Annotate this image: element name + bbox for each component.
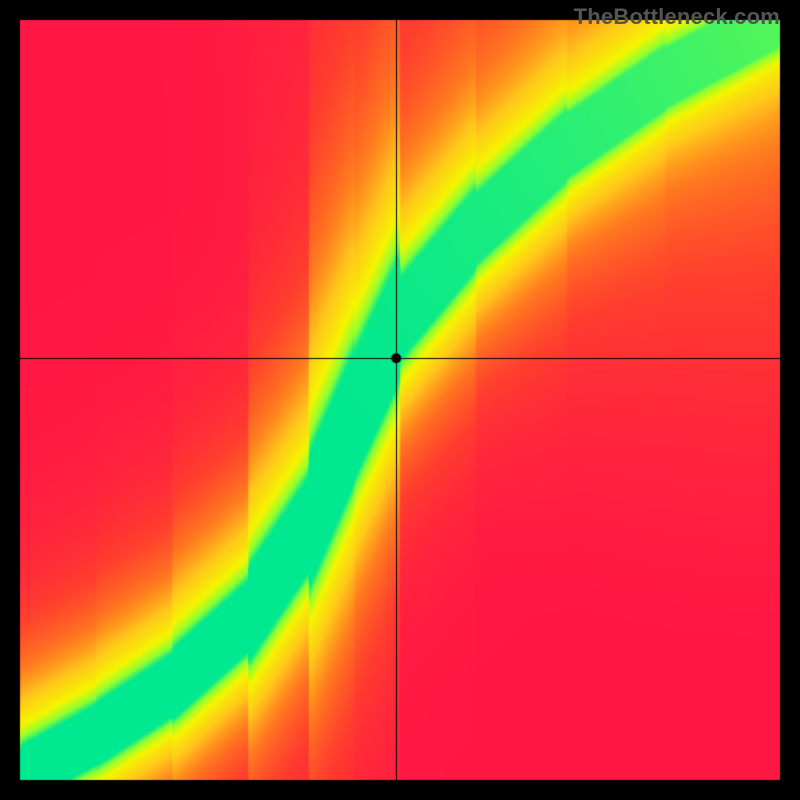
heatmap-canvas — [0, 0, 800, 800]
watermark-text: TheBottleneck.com — [574, 4, 780, 30]
bottleneck-heatmap: TheBottleneck.com — [0, 0, 800, 800]
